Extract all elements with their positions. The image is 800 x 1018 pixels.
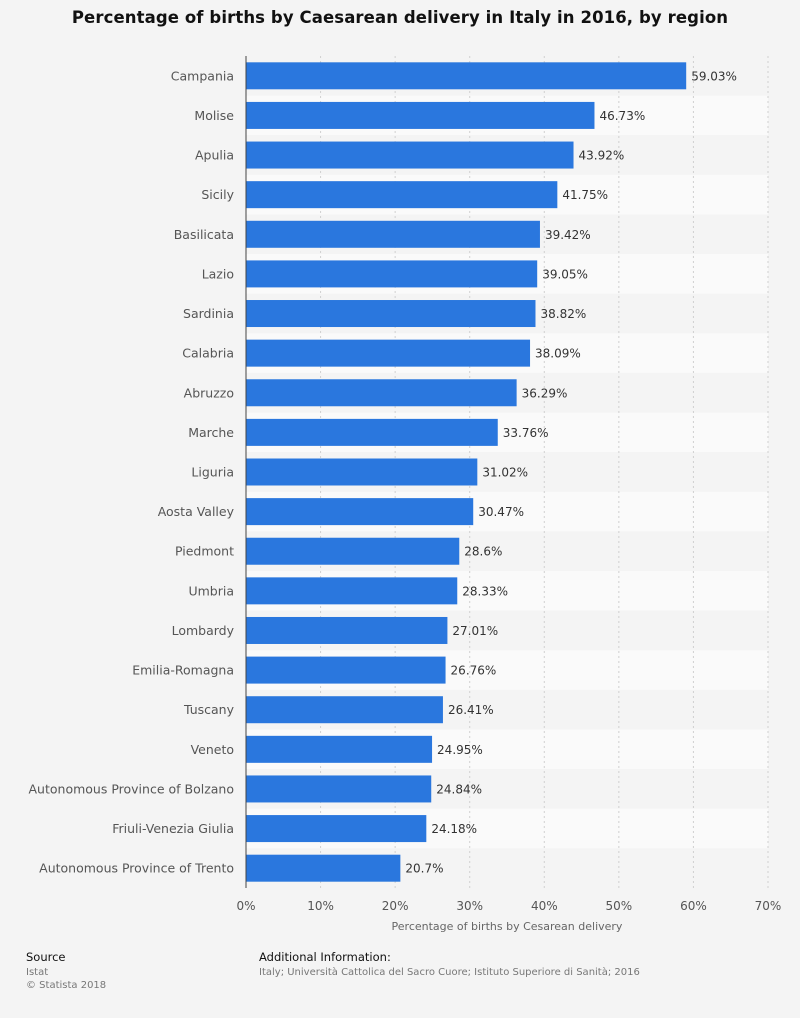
data-label: 27.01% (452, 624, 498, 638)
data-label: 59.03% (691, 69, 737, 83)
footer-additional-info: Additional Information: Italy; Universit… (259, 950, 640, 979)
category-label: Emilia-Romagna (132, 663, 234, 678)
category-label: Basilicata (174, 227, 234, 242)
data-label: 30.47% (478, 505, 524, 519)
copyright: © Statista 2018 (26, 980, 107, 991)
category-label: Sardinia (183, 306, 234, 321)
bars (246, 62, 687, 882)
bar[interactable] (246, 62, 687, 90)
data-label: 43.92% (579, 149, 625, 163)
data-label: 28.33% (462, 584, 508, 598)
bar-chart: Campania Molise Apulia Sicily Basilicata Lazi… (29, 56, 781, 933)
bar[interactable] (246, 141, 574, 169)
x-tick-label: 70% (755, 899, 782, 913)
x-tick-label: 30% (456, 899, 483, 913)
bar[interactable] (246, 220, 540, 248)
source-heading: Source (26, 950, 66, 964)
category-label: Apulia (195, 148, 234, 163)
data-label: 36.29% (522, 386, 568, 400)
chart-title: Percentage of births by Caesarean delive… (71, 8, 729, 27)
bar[interactable] (246, 300, 536, 328)
value-labels: 59.03% 46.73% 43.92% 41.75% 39.42% 39.05% 38.8… (405, 69, 737, 875)
bar[interactable] (246, 418, 498, 446)
category-label: Marche (188, 425, 234, 440)
category-label: Lazio (202, 266, 234, 281)
footer-source: Source Istat © Statista 2018 (26, 950, 106, 992)
category-label: Lombardy (172, 623, 235, 638)
data-label: 24.95% (437, 743, 483, 757)
x-tick-labels: 0% 10% 20% 30% 40% 50% 60% 70% (236, 899, 781, 913)
data-label: 31.02% (482, 466, 528, 480)
bar[interactable] (246, 458, 478, 486)
source-name: Istat (26, 967, 49, 978)
data-label: 26.41% (448, 703, 494, 717)
data-label: 38.82% (540, 307, 586, 321)
x-axis-title: Percentage of births by Cesarean deliver… (392, 920, 623, 933)
info-text: Italy; Università Cattolica del Sacro Cu… (259, 967, 640, 978)
bar[interactable] (246, 101, 595, 129)
category-label: Veneto (191, 742, 234, 757)
bar[interactable] (246, 379, 517, 407)
data-label: 33.76% (503, 426, 549, 440)
category-label: Calabria (182, 346, 234, 361)
data-label: 46.73% (599, 109, 645, 123)
category-labels: Campania Molise Apulia Sicily Basilicata Lazi… (29, 68, 235, 875)
category-label: Liguria (191, 465, 234, 480)
category-label: Umbria (188, 583, 234, 598)
data-label: 20.7% (405, 862, 443, 876)
data-label: 24.18% (431, 822, 477, 836)
bar[interactable] (246, 656, 446, 684)
bar[interactable] (246, 815, 427, 843)
x-tick-label: 60% (680, 899, 707, 913)
bar[interactable] (246, 537, 460, 565)
category-label: Friuli-Venezia Giulia (112, 821, 234, 836)
category-label: Sicily (201, 187, 234, 202)
x-tick-label: 0% (236, 899, 255, 913)
data-label: 24.84% (436, 782, 482, 796)
category-label: Autonomous Province of Trento (39, 861, 234, 876)
data-label: 28.6% (464, 545, 502, 559)
data-label: 26.76% (451, 664, 497, 678)
data-label: 38.09% (535, 347, 581, 361)
bar[interactable] (246, 577, 458, 605)
x-tick-label: 40% (531, 899, 558, 913)
data-label: 39.42% (545, 228, 591, 242)
x-tick-label: 50% (606, 899, 633, 913)
bar[interactable] (246, 735, 433, 763)
bar[interactable] (246, 854, 401, 882)
bar[interactable] (246, 339, 531, 367)
category-label: Piedmont (175, 544, 234, 559)
bar[interactable] (246, 775, 432, 803)
category-label: Abruzzo (184, 385, 234, 400)
category-label: Tuscany (183, 702, 235, 717)
data-label: 39.05% (542, 267, 588, 281)
bar[interactable] (246, 260, 538, 288)
bar[interactable] (246, 616, 448, 644)
info-heading: Additional Information: (259, 950, 391, 964)
x-tick-label: 10% (307, 899, 334, 913)
category-label: Autonomous Province of Bolzano (29, 781, 235, 796)
bar[interactable] (246, 696, 443, 724)
category-label: Campania (171, 68, 234, 83)
category-label: Molise (194, 108, 234, 123)
bar[interactable] (246, 498, 474, 526)
x-tick-label: 20% (382, 899, 409, 913)
bar[interactable] (246, 181, 558, 209)
category-label: Aosta Valley (158, 504, 235, 519)
data-label: 41.75% (562, 188, 608, 202)
